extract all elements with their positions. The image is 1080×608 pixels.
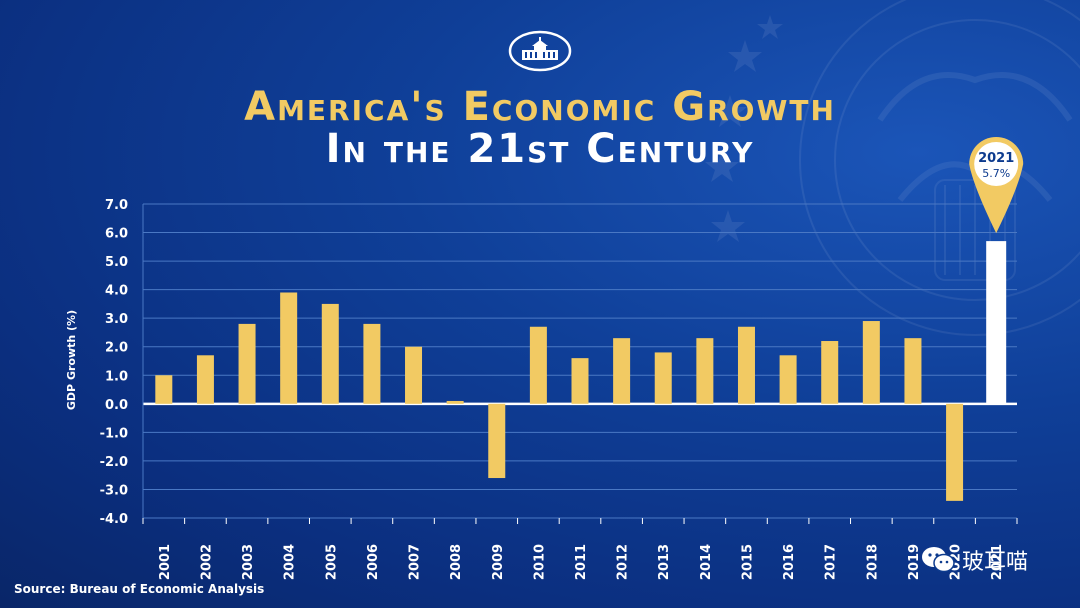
y-tick-label: 7.0 bbox=[105, 198, 128, 213]
x-tick-label: 2017 bbox=[824, 544, 839, 580]
y-tick-label: 3.0 bbox=[105, 312, 128, 327]
x-tick-label: 2021 bbox=[990, 544, 1005, 580]
bar-2013 bbox=[654, 352, 672, 404]
y-tick-labels: 7.0 6.0 5.0 4.0 3.0 2.0 1.0 0.0 -1.0 -2.0 -3.0 -4.0 bbox=[100, 198, 128, 527]
bar-2012 bbox=[613, 338, 631, 404]
bar-2010 bbox=[529, 326, 547, 404]
bar-2016 bbox=[779, 355, 797, 404]
bar-2005 bbox=[321, 303, 339, 404]
y-tick-label: -4.0 bbox=[100, 512, 128, 527]
x-tick-label: 2014 bbox=[699, 544, 714, 580]
x-tick-label: 2004 bbox=[283, 544, 298, 580]
bar-2018 bbox=[862, 321, 880, 404]
y-tick-label: 6.0 bbox=[105, 227, 128, 242]
chart-title-line-1: America's Economic Growth bbox=[244, 84, 836, 130]
bar-2006 bbox=[363, 323, 381, 404]
x-tick-label: 2009 bbox=[491, 544, 506, 580]
x-tick-label: 2011 bbox=[574, 544, 589, 580]
x-tick-label: 2020 bbox=[949, 544, 964, 580]
highlight-pin: 2021 5.7% bbox=[969, 137, 1024, 234]
bar-layer bbox=[155, 241, 1007, 501]
pin-year-label: 2021 bbox=[978, 151, 1014, 166]
y-tick-label: 0.0 bbox=[105, 398, 128, 413]
y-axis-label: GDP Growth (%) bbox=[65, 310, 78, 410]
y-tick-label: -1.0 bbox=[100, 426, 128, 441]
bar-2021 bbox=[986, 241, 1007, 404]
x-tick-label: 2005 bbox=[324, 544, 339, 580]
x-tick-label: 2012 bbox=[616, 544, 631, 580]
bar-2008 bbox=[446, 400, 464, 404]
pin-inner-circle bbox=[974, 142, 1019, 186]
y-tick-label: -3.0 bbox=[100, 483, 128, 498]
bar-2019 bbox=[904, 338, 922, 404]
x-tick-label: 2006 bbox=[366, 544, 381, 580]
bar-2003 bbox=[238, 323, 256, 404]
x-tick-label: 2019 bbox=[907, 544, 922, 580]
x-tick-labels: 2001 2002 2003 2004 2005 2006 2007 2008 2009 2010… bbox=[158, 544, 1005, 580]
x-tick-label: 2010 bbox=[532, 544, 547, 580]
y-tick-label: -2.0 bbox=[100, 455, 128, 470]
bar-2014 bbox=[696, 338, 714, 404]
pin-value-label: 5.7% bbox=[982, 167, 1010, 180]
x-tick-label: 2016 bbox=[782, 544, 797, 580]
bar-2007 bbox=[405, 346, 423, 404]
watermark-text: 玻耳喵 bbox=[962, 550, 1029, 575]
y-tick-label: 1.0 bbox=[105, 369, 128, 384]
source-note: Source: Bureau of Economic Analysis bbox=[14, 582, 265, 596]
y-tick-label: 5.0 bbox=[105, 255, 128, 270]
y-tick-label: 2.0 bbox=[105, 341, 128, 356]
white-house-icon bbox=[508, 30, 572, 72]
bar-2015 bbox=[737, 326, 755, 404]
x-tick-label: 2013 bbox=[657, 544, 672, 580]
chart-title-line-2: In the 21st Century bbox=[325, 126, 755, 172]
bar-2020 bbox=[946, 403, 964, 501]
x-tick-label: 2003 bbox=[241, 544, 256, 580]
bar-2011 bbox=[571, 358, 589, 404]
bar-2002 bbox=[196, 355, 214, 404]
bar-2001 bbox=[155, 375, 173, 404]
x-tick-label: 2002 bbox=[199, 544, 214, 580]
x-tick-label: 2018 bbox=[865, 544, 880, 580]
x-tick-label: 2001 bbox=[158, 544, 173, 580]
x-tick-label: 2015 bbox=[740, 544, 755, 580]
bar-2017 bbox=[821, 341, 839, 404]
x-tick-label: 2007 bbox=[408, 544, 423, 580]
bar-2004 bbox=[280, 292, 298, 404]
bar-2009 bbox=[488, 403, 506, 479]
y-tick-label: 4.0 bbox=[105, 284, 128, 299]
x-tick-label: 2008 bbox=[449, 544, 464, 580]
watermark: 玻耳喵 bbox=[920, 545, 1028, 575]
wechat-icon bbox=[922, 547, 955, 573]
